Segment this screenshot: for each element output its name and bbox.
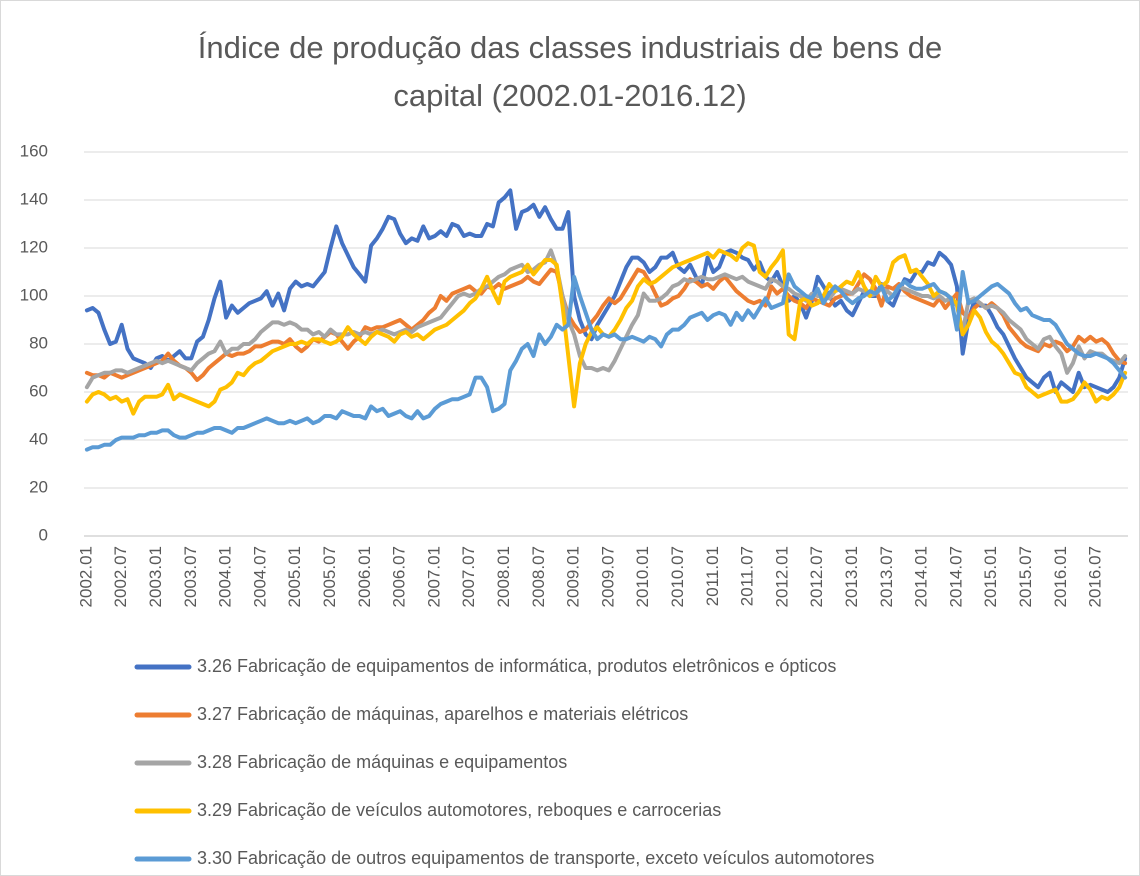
x-tick-label: 2009.01 <box>564 546 583 607</box>
x-tick-label: 2011.01 <box>703 546 722 606</box>
x-tick-label: 2002.01 <box>76 546 95 607</box>
x-tick-label: 2005.07 <box>320 546 339 607</box>
legend-label: 3.28 Fabricação de máquinas e equipament… <box>197 752 567 772</box>
series-line <box>84 270 1128 452</box>
x-tick-label: 2002.07 <box>111 546 130 607</box>
x-tick-label: 2004.01 <box>216 546 235 607</box>
chart-title: Índice de produção das classes industria… <box>198 30 942 113</box>
x-tick-label: 2008.01 <box>494 546 513 607</box>
x-tick-label: 2013.01 <box>842 546 861 607</box>
y-tick-label: 0 <box>39 525 48 544</box>
y-tick-label: 60 <box>29 381 48 400</box>
x-tick-label: 2015.01 <box>981 546 1000 607</box>
y-tick-label: 40 <box>29 429 48 448</box>
x-tick-label: 2004.07 <box>250 546 269 607</box>
x-tick-label: 2010.01 <box>633 546 652 607</box>
legend-label: 3.27 Fabricação de máquinas, aparelhos e… <box>197 704 688 724</box>
legend-label: 3.30 Fabricação de outros equipamentos d… <box>197 848 874 868</box>
x-tick-label: 2003.01 <box>146 546 165 607</box>
x-tick-label: 2010.07 <box>668 546 687 607</box>
x-tick-label: 2012.01 <box>772 546 791 607</box>
x-tick-label: 2003.07 <box>181 546 200 607</box>
x-tick-label: 2007.07 <box>459 546 478 607</box>
legend-label: 3.26 Fabricação de equipamentos de infor… <box>197 656 836 676</box>
x-tick-label: 2011.07 <box>738 546 757 606</box>
y-tick-label: 120 <box>20 237 48 256</box>
x-tick-label: 2016.07 <box>1086 546 1105 607</box>
series-line <box>84 188 1128 394</box>
y-tick-label: 80 <box>29 333 48 352</box>
x-tick-label: 2005.01 <box>285 546 304 607</box>
y-tick-label: 100 <box>20 285 48 304</box>
x-tick-label: 2013.07 <box>877 546 896 607</box>
x-tick-label: 2016.01 <box>1051 546 1070 607</box>
x-tick-label: 2015.07 <box>1016 546 1035 607</box>
x-tick-label: 2008.07 <box>529 546 548 607</box>
x-tick-label: 2012.07 <box>807 546 826 607</box>
y-tick-label: 140 <box>20 189 48 208</box>
x-tick-label: 2009.07 <box>598 546 617 607</box>
x-tick-label: 2014.07 <box>946 546 965 607</box>
x-tick-label: 2006.07 <box>390 546 409 607</box>
y-tick-label: 160 <box>20 141 48 160</box>
legend-label: 3.29 Fabricação de veículos automotores,… <box>197 800 721 820</box>
y-tick-label: 20 <box>29 477 48 496</box>
x-tick-label: 2007.01 <box>424 546 443 607</box>
x-tick-label: 2014.01 <box>912 546 931 607</box>
x-tick-label: 2006.01 <box>355 546 374 607</box>
